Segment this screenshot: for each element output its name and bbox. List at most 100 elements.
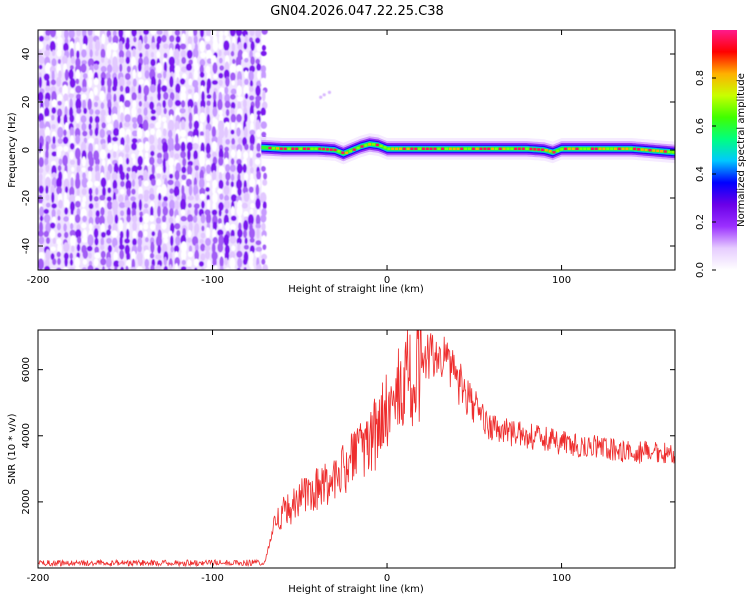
ridge-core bbox=[644, 148, 648, 152]
ridge-core bbox=[656, 149, 660, 152]
noise-cell bbox=[156, 152, 163, 159]
noise-cell bbox=[168, 264, 173, 270]
noise-cell bbox=[56, 36, 63, 46]
noise-cell bbox=[224, 208, 229, 215]
noise-cell bbox=[249, 178, 256, 188]
noise-cell bbox=[192, 128, 199, 139]
noise-cell bbox=[205, 35, 211, 42]
noise-cell bbox=[112, 237, 118, 248]
noise-cell bbox=[161, 85, 168, 93]
noise-cell bbox=[113, 119, 119, 131]
noise-cell bbox=[108, 106, 112, 116]
ridge-core bbox=[283, 147, 287, 150]
noise-cell bbox=[112, 85, 117, 92]
noise-cell bbox=[38, 142, 43, 154]
noise-cell bbox=[231, 80, 235, 86]
noise-cell bbox=[206, 182, 210, 189]
noise-cell bbox=[105, 257, 112, 269]
noise-cell bbox=[113, 251, 118, 262]
noise-cell bbox=[132, 157, 136, 165]
noise-cell bbox=[255, 58, 260, 65]
noise-cell bbox=[99, 90, 105, 102]
noise-cell bbox=[62, 136, 69, 145]
noise-cell bbox=[106, 170, 111, 181]
noise-cell bbox=[206, 152, 211, 159]
noise-cell bbox=[70, 177, 74, 189]
noise-cell bbox=[89, 49, 93, 58]
noise-cell bbox=[169, 150, 174, 158]
noise-cell bbox=[108, 224, 112, 231]
noise-cell bbox=[260, 50, 267, 57]
noise-cell bbox=[206, 94, 212, 99]
noise-cell bbox=[100, 114, 105, 125]
ridge-core bbox=[590, 147, 594, 150]
noise-cell bbox=[144, 130, 150, 138]
noise-cell bbox=[120, 112, 124, 123]
noise-cell bbox=[125, 93, 131, 101]
noise-cell bbox=[101, 57, 105, 63]
noise-cell bbox=[57, 108, 63, 118]
noise-cell bbox=[87, 166, 93, 172]
noise-cell bbox=[106, 196, 112, 202]
ridge-core bbox=[448, 147, 452, 150]
ridge-core bbox=[629, 147, 633, 150]
noise-cell bbox=[62, 155, 68, 167]
noise-cell bbox=[200, 253, 206, 261]
noise-cell bbox=[124, 114, 131, 123]
noise-cell bbox=[130, 266, 137, 270]
noise-cell bbox=[176, 195, 180, 201]
noise-cell bbox=[200, 232, 206, 239]
noise-cell bbox=[212, 236, 218, 244]
noise-cell bbox=[119, 249, 125, 260]
noise-cell bbox=[118, 219, 124, 232]
noise-cell bbox=[193, 104, 198, 116]
noise-cell bbox=[218, 171, 223, 181]
noise-cell bbox=[163, 52, 168, 59]
noise-cell bbox=[255, 30, 261, 38]
noise-cell bbox=[241, 202, 248, 209]
noise-cell bbox=[249, 157, 253, 168]
ridge-core bbox=[406, 147, 410, 150]
noise-cell bbox=[125, 153, 129, 159]
noise-cell bbox=[163, 79, 167, 87]
heatmap-y-tick-label: 0 bbox=[21, 147, 32, 153]
noise-cell bbox=[100, 48, 106, 59]
noise-cell bbox=[173, 245, 180, 253]
noise-cell bbox=[94, 143, 99, 151]
noise-cell bbox=[70, 208, 74, 216]
noise-cell bbox=[149, 84, 156, 93]
noise-cell bbox=[144, 43, 150, 50]
noise-cell bbox=[120, 210, 125, 217]
noise-cell bbox=[81, 86, 88, 93]
noise-cell bbox=[200, 142, 205, 154]
noise-cell bbox=[63, 266, 69, 270]
noise-cell bbox=[57, 42, 63, 52]
noise-cell bbox=[119, 85, 124, 92]
noise-cell bbox=[51, 70, 55, 82]
noise-cell bbox=[157, 245, 162, 254]
noise-cell bbox=[95, 187, 99, 196]
noise-cell bbox=[44, 50, 50, 57]
noise-cell bbox=[143, 169, 148, 182]
colorbar: 0.0 0.2 0.4 0.6 0.8 Normalized spectral ampl… bbox=[695, 30, 747, 278]
noise-cell bbox=[69, 259, 74, 266]
ridge-core bbox=[391, 147, 395, 150]
noise-cell bbox=[100, 258, 107, 266]
noise-cell bbox=[256, 152, 262, 158]
noise-cell bbox=[218, 156, 224, 166]
noise-cell bbox=[218, 79, 223, 87]
noise-cell bbox=[63, 42, 69, 52]
noise-cell bbox=[150, 128, 156, 136]
noise-cell bbox=[255, 246, 263, 252]
noise-cell bbox=[223, 234, 230, 247]
ridge-core bbox=[356, 146, 360, 150]
noise-cell bbox=[86, 180, 93, 188]
noise-cell bbox=[101, 159, 106, 168]
noise-cell bbox=[75, 177, 81, 190]
noise-cell bbox=[118, 202, 126, 209]
noise-cell bbox=[93, 258, 99, 267]
noise-cell bbox=[175, 83, 181, 94]
noise-cell bbox=[106, 201, 113, 210]
noise-cell bbox=[69, 114, 75, 123]
ridge-core bbox=[579, 147, 583, 150]
